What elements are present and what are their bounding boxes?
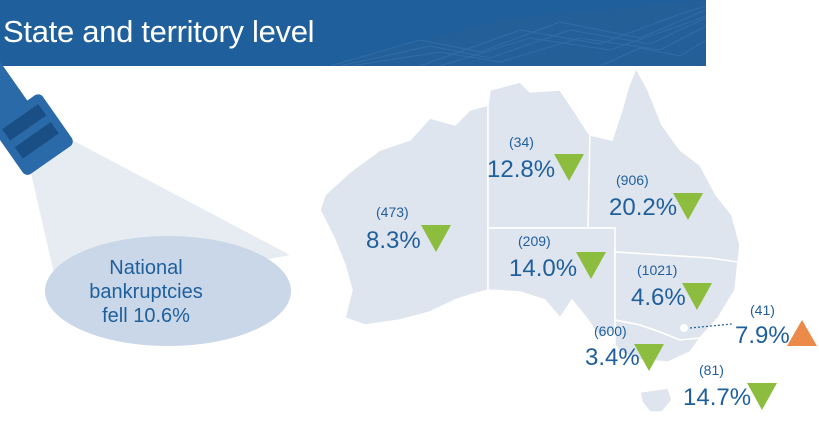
region-sa (487, 227, 616, 339)
nsw-percent: 4.6% (631, 284, 686, 311)
nsw-trend-icon (682, 283, 712, 310)
national-oval (45, 236, 291, 346)
page-title: State and territory level (3, 14, 315, 49)
qld-count: (906) (616, 172, 649, 188)
nt-trend-icon (554, 154, 584, 181)
act-percent: 7.9% (735, 322, 790, 349)
region-vic (614, 319, 702, 363)
national-line-3: fell 10.6% (102, 305, 190, 327)
tas-percent: 14.7% (683, 384, 752, 411)
sa-count: (209) (518, 233, 551, 249)
act-leader-line (689, 323, 733, 329)
nt-percent: 12.8% (487, 156, 556, 183)
region-tas (639, 387, 673, 413)
banner-pattern (329, 0, 706, 66)
vic-percent: 3.4% (585, 344, 640, 371)
tas-trend-icon (747, 383, 777, 410)
wa-count: (473) (376, 204, 409, 220)
flashlight-icon (0, 57, 73, 175)
wa-trend-icon (421, 225, 451, 252)
qld-percent: 20.2% (609, 194, 678, 221)
act-marker (680, 324, 688, 332)
sa-trend-icon (576, 252, 606, 279)
region-wa (319, 104, 489, 326)
act-count: (41) (750, 302, 775, 318)
qld-trend-icon (673, 193, 703, 220)
vic-count: (600) (594, 323, 627, 339)
nt-count: (34) (509, 134, 534, 150)
tas-count: (81) (699, 362, 724, 378)
sa-percent: 14.0% (509, 255, 578, 282)
vic-trend-icon (634, 344, 664, 371)
wa-percent: 8.3% (366, 227, 421, 254)
header-banner: State and territory level (0, 0, 706, 66)
act-trend-icon (787, 320, 817, 346)
national-line-1: National (109, 257, 183, 279)
national-line-2: bankruptcies (89, 281, 203, 303)
national-summary: National bankruptcies fell 10.6% (60, 256, 232, 328)
nsw-count: (1021) (637, 262, 678, 278)
